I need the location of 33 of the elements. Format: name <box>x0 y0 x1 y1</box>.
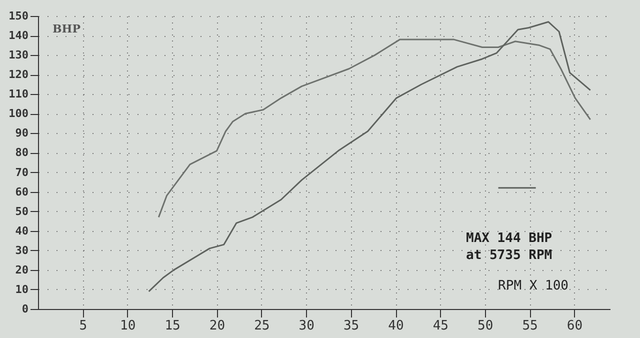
y-tick-label: 140 <box>8 29 28 42</box>
x-tick-label: 10 <box>120 318 136 334</box>
x-tick-label: 60 <box>566 318 583 334</box>
x-tick-label: 5 <box>79 318 88 334</box>
y-tick-label: 30 <box>15 244 28 257</box>
y-axis-title: BHP <box>52 22 80 36</box>
y-tick-label: 100 <box>8 107 28 120</box>
y-tick-label: 130 <box>8 48 28 62</box>
y-tick-label: 50 <box>15 204 28 218</box>
line-series <box>148 21 592 292</box>
y-tick-label: 120 <box>8 68 28 82</box>
x-tick-label: 40 <box>388 318 404 334</box>
annotation: MAX 144 BHP <box>466 231 552 246</box>
y-tick-label: 80 <box>15 146 28 160</box>
y-tick-label: 150 <box>8 10 28 22</box>
x-tick-label: 30 <box>298 318 314 334</box>
annotation: at 5735 RPM <box>466 248 552 263</box>
x-tick-label: 35 <box>343 318 360 334</box>
x-tick-label: 20 <box>209 318 226 334</box>
x-axis-title: RPM X 100 <box>498 278 568 294</box>
y-tick-label: 10 <box>15 282 28 296</box>
x-tick-label: 55 <box>522 318 538 334</box>
x-tick-label: 25 <box>254 318 270 334</box>
x-tick-label: 50 <box>478 318 494 334</box>
y-tick-label: 70 <box>15 166 28 179</box>
y-tick-label: 0 <box>22 302 28 316</box>
y-tick-label: 40 <box>15 224 28 238</box>
y-tick-label: 110 <box>8 88 28 101</box>
x-tick-label: 15 <box>164 318 180 334</box>
x-tick-label: 45 <box>432 318 449 334</box>
y-tick-label: 20 <box>15 263 28 276</box>
y-tick-label: 90 <box>15 126 28 140</box>
y-tick-label: 60 <box>15 185 28 198</box>
